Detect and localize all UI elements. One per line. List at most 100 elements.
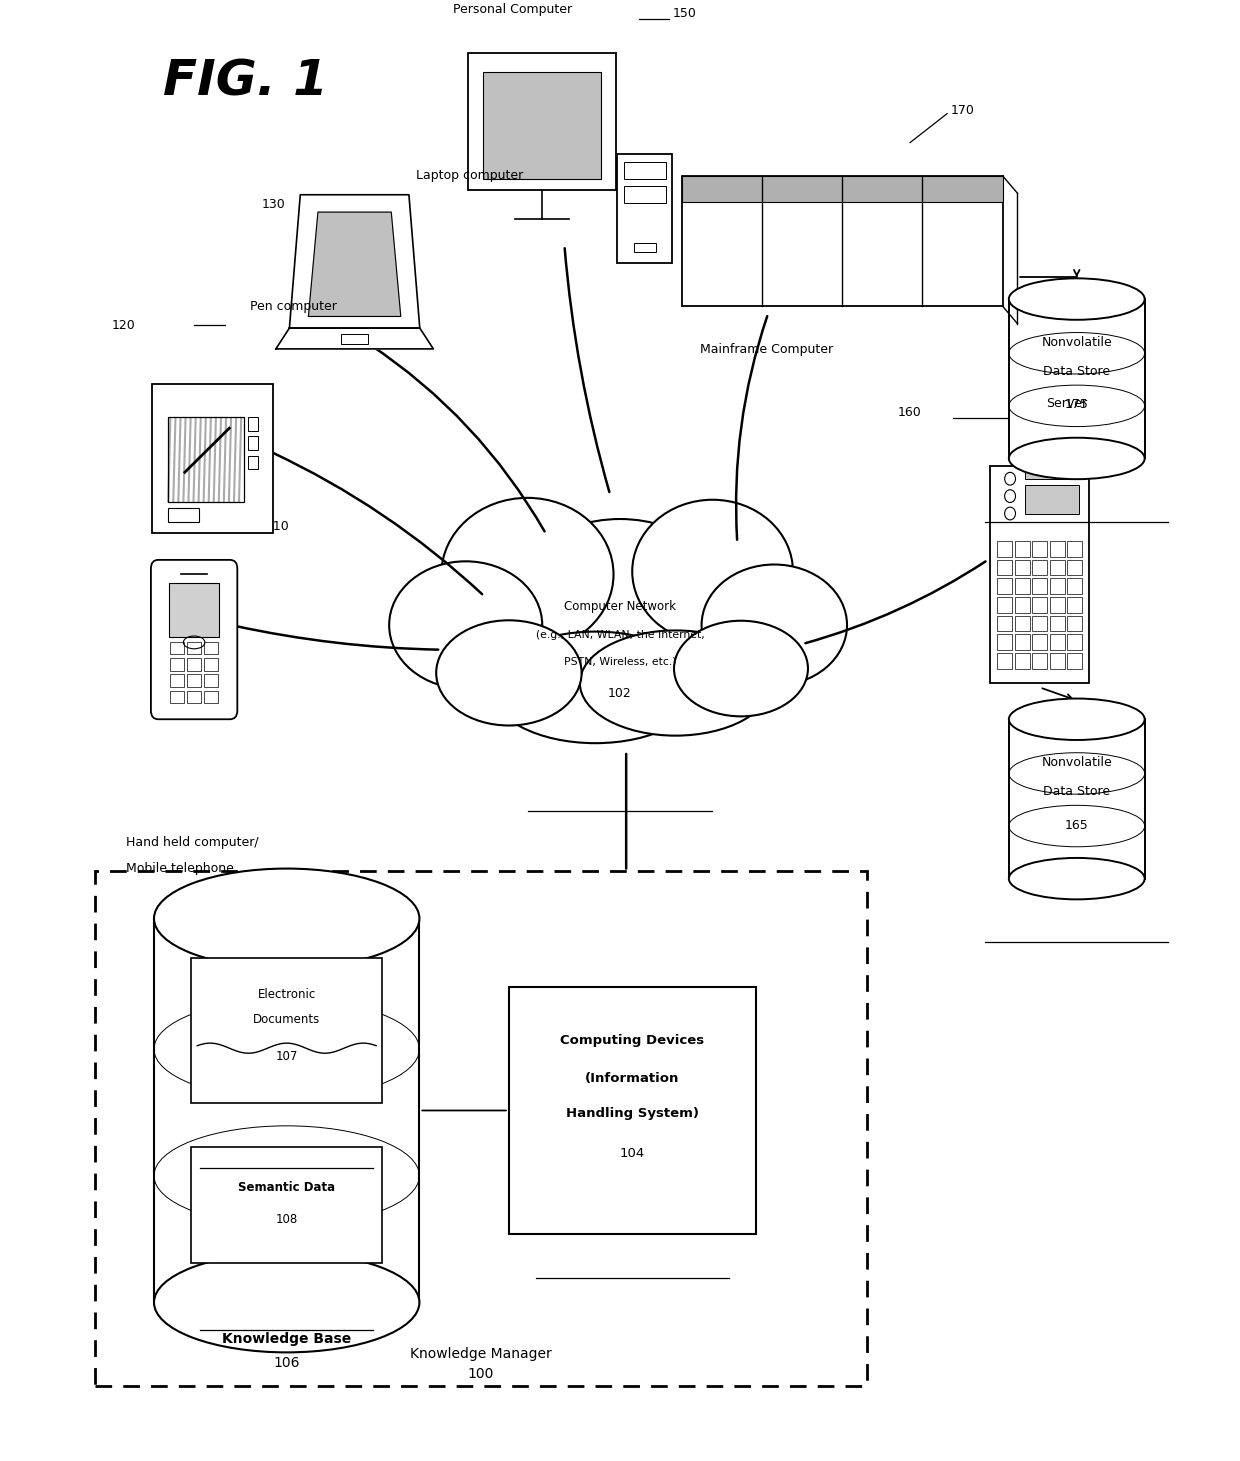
Bar bbox=[1014, 653, 1029, 669]
Text: Knowledge Manager: Knowledge Manager bbox=[410, 1347, 552, 1360]
Bar bbox=[1014, 541, 1029, 557]
Bar bbox=[1032, 579, 1047, 595]
Bar bbox=[1014, 579, 1029, 595]
Bar bbox=[187, 641, 201, 655]
Bar bbox=[187, 691, 201, 703]
Text: Laptop computer: Laptop computer bbox=[417, 169, 523, 183]
FancyBboxPatch shape bbox=[95, 871, 867, 1386]
Text: Nonvolatile: Nonvolatile bbox=[1042, 757, 1112, 770]
Bar bbox=[187, 657, 201, 671]
Bar bbox=[997, 598, 1012, 612]
Bar bbox=[205, 657, 218, 671]
Ellipse shape bbox=[389, 561, 542, 688]
Polygon shape bbox=[275, 329, 433, 349]
Polygon shape bbox=[289, 194, 420, 329]
Ellipse shape bbox=[632, 500, 792, 643]
Ellipse shape bbox=[1009, 279, 1145, 320]
Bar bbox=[170, 675, 184, 687]
Bar bbox=[997, 615, 1012, 631]
Text: Computer Network: Computer Network bbox=[564, 600, 676, 612]
Text: Mainframe Computer: Mainframe Computer bbox=[701, 343, 833, 356]
Bar bbox=[1066, 653, 1083, 669]
Text: PSTN, Wireless, etc.): PSTN, Wireless, etc.) bbox=[564, 656, 676, 666]
Text: Pen computer: Pen computer bbox=[249, 300, 336, 313]
Text: 160: 160 bbox=[898, 406, 921, 419]
Text: Knowledge Base: Knowledge Base bbox=[222, 1331, 351, 1346]
Ellipse shape bbox=[1009, 858, 1145, 900]
Text: 106: 106 bbox=[274, 1356, 300, 1370]
Text: 108: 108 bbox=[275, 1213, 298, 1226]
Bar bbox=[1032, 598, 1047, 612]
Bar bbox=[997, 653, 1012, 669]
FancyBboxPatch shape bbox=[153, 384, 273, 533]
Text: Semantic Data: Semantic Data bbox=[238, 1180, 335, 1194]
Bar bbox=[205, 675, 218, 687]
Text: 170: 170 bbox=[951, 104, 975, 117]
Ellipse shape bbox=[436, 621, 582, 726]
Bar bbox=[169, 583, 219, 637]
Bar bbox=[191, 1147, 382, 1262]
Bar bbox=[248, 437, 258, 450]
Bar bbox=[170, 691, 184, 703]
Bar bbox=[1049, 598, 1065, 612]
Text: Data Store: Data Store bbox=[1043, 785, 1110, 798]
Bar bbox=[341, 335, 368, 345]
Text: 110: 110 bbox=[265, 520, 289, 533]
Bar bbox=[997, 541, 1012, 557]
Ellipse shape bbox=[1009, 698, 1145, 739]
Bar bbox=[1049, 615, 1065, 631]
Ellipse shape bbox=[501, 519, 739, 717]
Bar bbox=[170, 641, 184, 655]
Bar bbox=[154, 919, 419, 1302]
Bar bbox=[1066, 615, 1083, 631]
Bar bbox=[170, 657, 184, 671]
Text: Personal Computer: Personal Computer bbox=[454, 3, 573, 16]
Bar bbox=[1049, 579, 1065, 595]
Bar bbox=[1049, 634, 1065, 650]
Bar bbox=[997, 579, 1012, 595]
Text: Hand held computer/: Hand held computer/ bbox=[126, 836, 259, 849]
Polygon shape bbox=[309, 212, 401, 317]
Text: Mobile telephone: Mobile telephone bbox=[126, 862, 234, 875]
Bar bbox=[482, 72, 601, 180]
Bar bbox=[248, 418, 258, 431]
Bar bbox=[1025, 485, 1079, 513]
Bar bbox=[1066, 634, 1083, 650]
Bar bbox=[624, 162, 666, 180]
Bar bbox=[634, 244, 656, 251]
Bar bbox=[191, 958, 382, 1103]
Text: 104: 104 bbox=[620, 1147, 645, 1160]
Text: 100: 100 bbox=[467, 1367, 495, 1381]
Text: Nonvolatile: Nonvolatile bbox=[1042, 336, 1112, 349]
FancyBboxPatch shape bbox=[151, 560, 237, 719]
Bar bbox=[169, 418, 244, 503]
Text: 165: 165 bbox=[1065, 818, 1089, 831]
Ellipse shape bbox=[490, 631, 701, 744]
Text: (e.g., LAN, WLAN, the Internet,: (e.g., LAN, WLAN, the Internet, bbox=[536, 630, 704, 640]
Text: Handling System): Handling System) bbox=[565, 1107, 699, 1121]
Ellipse shape bbox=[154, 869, 419, 969]
Text: Data Store: Data Store bbox=[1043, 365, 1110, 378]
Bar bbox=[205, 691, 218, 703]
Ellipse shape bbox=[702, 564, 847, 685]
Bar bbox=[1014, 560, 1029, 576]
Bar bbox=[1009, 719, 1145, 878]
Bar bbox=[1014, 634, 1029, 650]
Text: Documents: Documents bbox=[253, 1012, 320, 1026]
Bar bbox=[997, 560, 1012, 576]
Text: 120: 120 bbox=[112, 318, 135, 332]
Ellipse shape bbox=[675, 621, 808, 716]
Ellipse shape bbox=[154, 1252, 419, 1353]
Bar bbox=[1009, 300, 1145, 459]
Bar bbox=[1014, 598, 1029, 612]
Bar bbox=[1049, 653, 1065, 669]
Bar bbox=[1032, 615, 1047, 631]
Bar bbox=[1066, 579, 1083, 595]
Bar bbox=[682, 175, 1003, 307]
Bar bbox=[618, 155, 672, 263]
Bar bbox=[1032, 541, 1047, 557]
Bar bbox=[991, 466, 1089, 684]
Bar bbox=[997, 634, 1012, 650]
Bar bbox=[682, 175, 1003, 202]
Bar bbox=[169, 508, 200, 522]
